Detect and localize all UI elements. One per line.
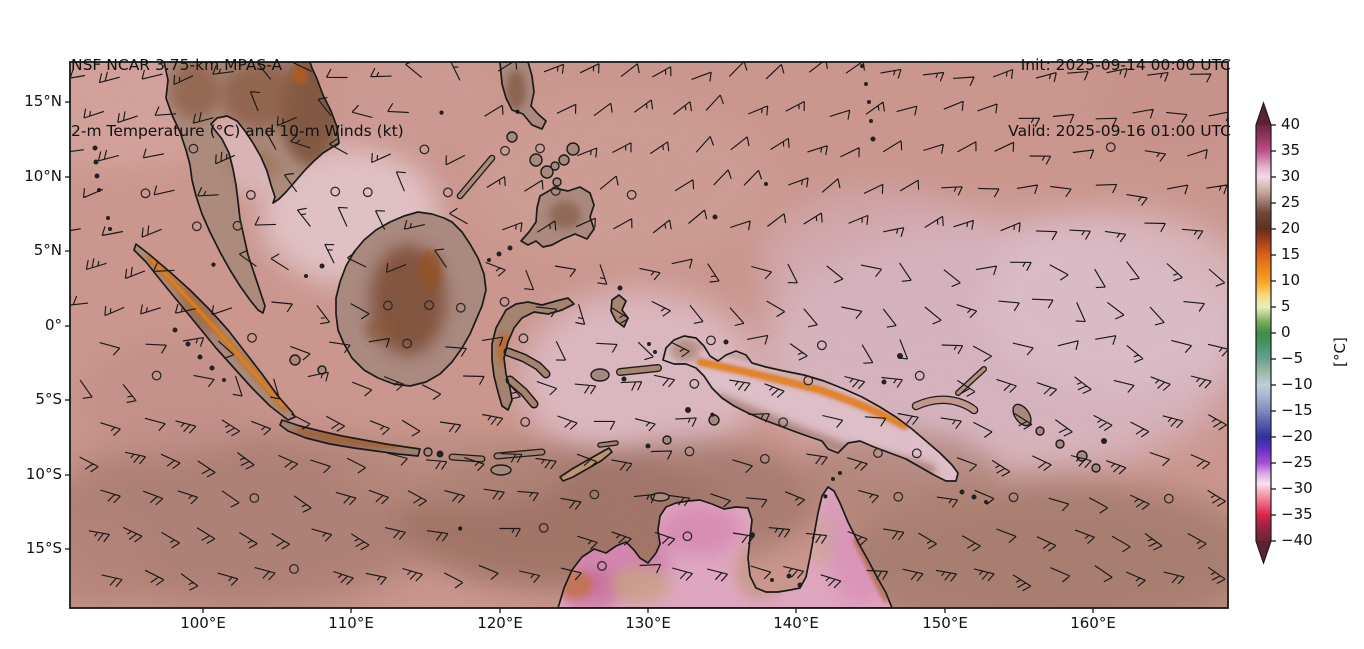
x-tick-label: 160°E xyxy=(1070,614,1116,632)
field-subtitle: 2-m Temperature (°C) and 10-m Winds (kt) xyxy=(71,122,404,140)
colorbar xyxy=(1255,101,1276,565)
model-title: NSF NCAR 3.75-km MPAS-A xyxy=(71,56,283,74)
plot-border xyxy=(69,61,1229,609)
colorbar-tick-label: 0 xyxy=(1281,323,1291,341)
colorbar-tick-label: −10 xyxy=(1281,375,1313,393)
axis-ticks xyxy=(65,101,1094,613)
y-tick-label: 0° xyxy=(44,316,62,334)
y-tick-label: 10°S xyxy=(25,465,62,483)
colorbar-tick-label: 5 xyxy=(1281,297,1291,315)
colorbar-arrow-top xyxy=(1256,103,1271,125)
colorbar-tick-label: 30 xyxy=(1281,167,1301,185)
colorbar-tick-label: −5 xyxy=(1281,349,1304,367)
colorbar-tick-label: −30 xyxy=(1281,479,1313,497)
y-tick-label: 5°N xyxy=(33,241,62,259)
colorbar-tick-label: −15 xyxy=(1281,401,1313,419)
y-tick-label: 10°N xyxy=(24,167,62,185)
x-tick-label: 100°E xyxy=(180,614,226,632)
colorbar-tick-label: 40 xyxy=(1281,115,1301,133)
valid-time: Valid: 2025-09-16 01:00 UTC xyxy=(1008,122,1231,140)
x-tick-label: 120°E xyxy=(477,614,523,632)
y-tick-label: 15°N xyxy=(24,92,62,110)
colorbar-tick-label: −40 xyxy=(1281,531,1313,549)
colorbar-tick-label: −35 xyxy=(1281,505,1313,523)
y-tick-label: 5°S xyxy=(35,390,62,408)
x-tick-label: 130°E xyxy=(625,614,671,632)
colorbar-tick-label: 10 xyxy=(1281,271,1301,289)
x-tick-label: 150°E xyxy=(922,614,968,632)
x-tick-label: 140°E xyxy=(773,614,819,632)
colorbar-tick-label: −25 xyxy=(1281,453,1313,471)
init-time: Init: 2025-09-14 00:00 UTC xyxy=(1020,56,1231,74)
time-block: Init: 2025-09-14 00:00 UTC Valid: 2025-0… xyxy=(1008,10,1231,186)
title-block: NSF NCAR 3.75-km MPAS-A 2-m Temperature … xyxy=(71,10,404,186)
x-tick-label: 110°E xyxy=(328,614,374,632)
colorbar-tick-label: −20 xyxy=(1281,427,1313,445)
colorbar-tick-label: 25 xyxy=(1281,193,1301,211)
colorbar-unit-label: [°C] xyxy=(1331,337,1349,367)
colorbar-tick-label: 20 xyxy=(1281,219,1301,237)
temperature-texture xyxy=(70,62,1228,608)
plot-area xyxy=(70,62,1228,608)
colorbar-tick-label: 15 xyxy=(1281,245,1301,263)
colorbar-tick-label: 35 xyxy=(1281,141,1301,159)
colorbar-arrow-bottom xyxy=(1256,541,1271,563)
y-tick-label: 15°S xyxy=(25,539,62,557)
